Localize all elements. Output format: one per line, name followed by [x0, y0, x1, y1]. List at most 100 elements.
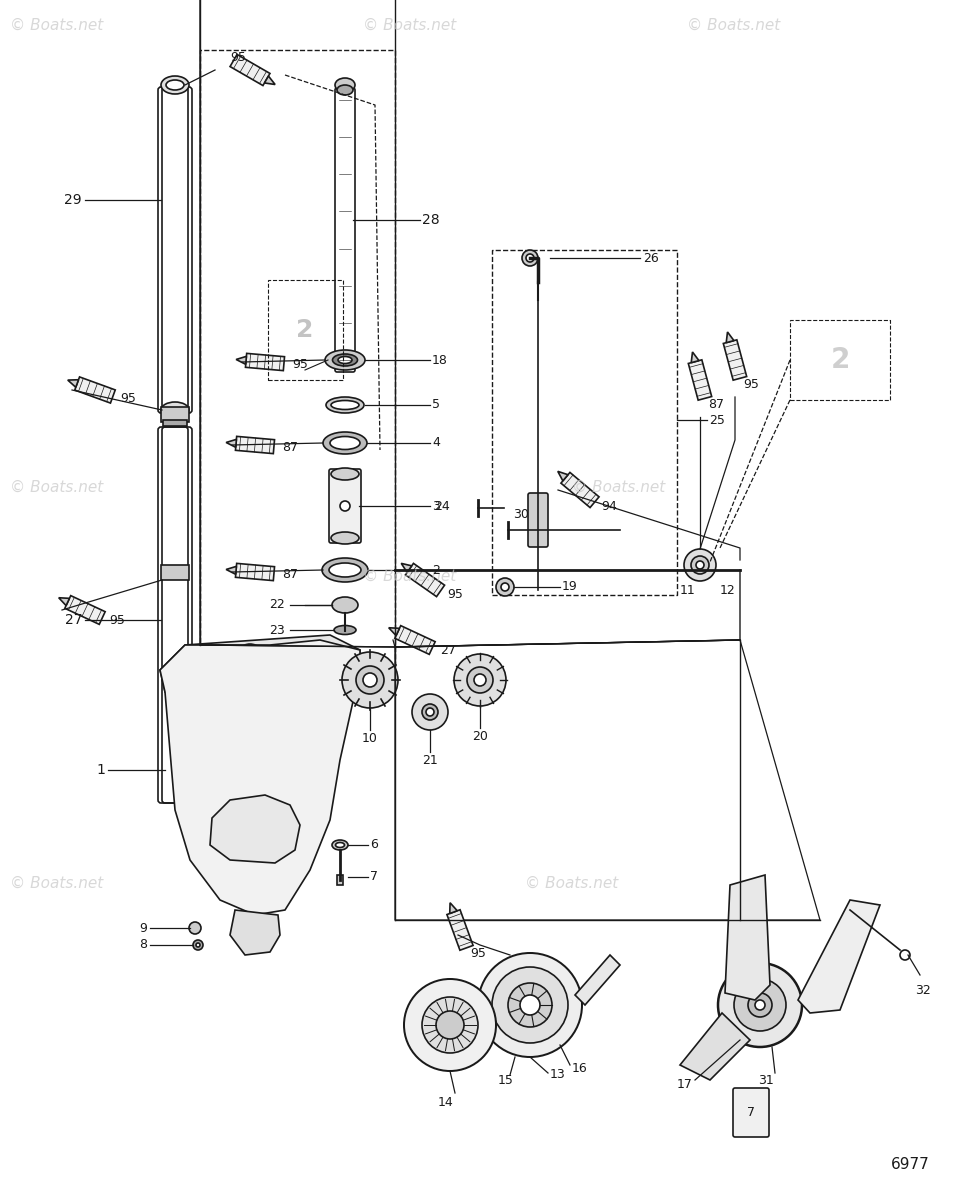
Circle shape: [500, 583, 509, 590]
Polygon shape: [226, 566, 236, 575]
Circle shape: [412, 694, 448, 730]
Polygon shape: [691, 352, 699, 362]
Text: 27: 27: [65, 613, 82, 626]
Polygon shape: [65, 595, 105, 624]
Circle shape: [195, 943, 200, 947]
Polygon shape: [245, 353, 284, 371]
Text: 4: 4: [432, 437, 439, 450]
Text: 95: 95: [230, 50, 246, 64]
Text: 2: 2: [432, 564, 439, 576]
Text: © Boats.net: © Boats.net: [686, 18, 780, 32]
Polygon shape: [401, 563, 412, 572]
Text: 21: 21: [421, 754, 437, 767]
Ellipse shape: [337, 356, 352, 364]
Circle shape: [403, 979, 496, 1070]
Ellipse shape: [332, 840, 348, 850]
Text: © Boats.net: © Boats.net: [362, 18, 456, 32]
Ellipse shape: [323, 432, 367, 454]
Polygon shape: [688, 360, 711, 400]
Ellipse shape: [336, 85, 353, 95]
Ellipse shape: [161, 76, 189, 94]
Circle shape: [718, 962, 801, 1046]
Text: 20: 20: [472, 730, 487, 743]
Circle shape: [426, 708, 434, 716]
Text: 25: 25: [708, 414, 724, 426]
Polygon shape: [575, 955, 619, 1006]
Polygon shape: [59, 598, 70, 606]
Circle shape: [690, 556, 708, 574]
Ellipse shape: [333, 354, 357, 366]
Text: 95: 95: [742, 378, 759, 391]
Polygon shape: [722, 340, 746, 380]
Polygon shape: [226, 439, 236, 448]
Text: 6977: 6977: [890, 1157, 929, 1172]
FancyBboxPatch shape: [163, 420, 187, 426]
Circle shape: [421, 704, 437, 720]
Text: 16: 16: [572, 1062, 587, 1075]
FancyBboxPatch shape: [329, 469, 360, 542]
Ellipse shape: [332, 596, 357, 613]
Text: © Boats.net: © Boats.net: [10, 18, 103, 32]
Polygon shape: [560, 473, 598, 508]
Circle shape: [355, 666, 384, 694]
FancyBboxPatch shape: [732, 1088, 768, 1138]
Circle shape: [189, 922, 201, 934]
Text: 19: 19: [561, 581, 578, 594]
Ellipse shape: [166, 80, 184, 90]
Ellipse shape: [330, 437, 359, 450]
Polygon shape: [395, 625, 435, 654]
Ellipse shape: [331, 401, 358, 409]
Text: 8: 8: [139, 938, 147, 952]
Text: 13: 13: [550, 1068, 565, 1081]
Text: 87: 87: [281, 440, 297, 454]
Circle shape: [421, 997, 477, 1054]
Text: 87: 87: [708, 397, 723, 410]
Text: 6: 6: [370, 839, 377, 852]
Circle shape: [899, 950, 909, 960]
Ellipse shape: [334, 625, 355, 635]
Text: 30: 30: [513, 508, 528, 521]
Text: 7: 7: [370, 870, 377, 883]
Circle shape: [474, 674, 485, 686]
Text: 95: 95: [470, 947, 486, 960]
FancyBboxPatch shape: [158, 86, 188, 413]
FancyBboxPatch shape: [161, 407, 189, 422]
Text: 95: 95: [120, 392, 136, 406]
Ellipse shape: [331, 532, 358, 544]
Circle shape: [193, 940, 203, 950]
Text: 26: 26: [642, 252, 659, 264]
Circle shape: [492, 967, 567, 1043]
Circle shape: [519, 995, 539, 1015]
Circle shape: [339, 502, 350, 511]
Text: 24: 24: [434, 499, 450, 512]
Polygon shape: [449, 902, 456, 913]
FancyBboxPatch shape: [527, 493, 547, 547]
Text: 3: 3: [432, 499, 439, 512]
Polygon shape: [235, 437, 274, 454]
Ellipse shape: [325, 350, 365, 370]
Text: 32: 32: [914, 984, 930, 996]
Circle shape: [683, 550, 716, 581]
Text: 18: 18: [432, 354, 447, 366]
Polygon shape: [797, 900, 879, 1013]
Text: 7: 7: [746, 1106, 754, 1120]
Text: 10: 10: [362, 732, 377, 744]
Circle shape: [235, 644, 264, 672]
Text: 29: 29: [64, 193, 82, 206]
Circle shape: [363, 673, 376, 686]
Polygon shape: [264, 76, 274, 84]
Circle shape: [696, 560, 703, 569]
Text: 95: 95: [447, 588, 463, 601]
Polygon shape: [230, 54, 270, 85]
Circle shape: [507, 983, 552, 1027]
Ellipse shape: [335, 842, 344, 847]
Polygon shape: [446, 910, 473, 950]
Ellipse shape: [335, 78, 355, 92]
Text: 28: 28: [421, 214, 439, 227]
Text: © Boats.net: © Boats.net: [572, 480, 665, 494]
Polygon shape: [68, 379, 78, 388]
FancyBboxPatch shape: [161, 565, 189, 580]
Text: 14: 14: [437, 1097, 454, 1110]
Text: 87: 87: [281, 568, 297, 581]
Text: 95: 95: [292, 358, 308, 371]
